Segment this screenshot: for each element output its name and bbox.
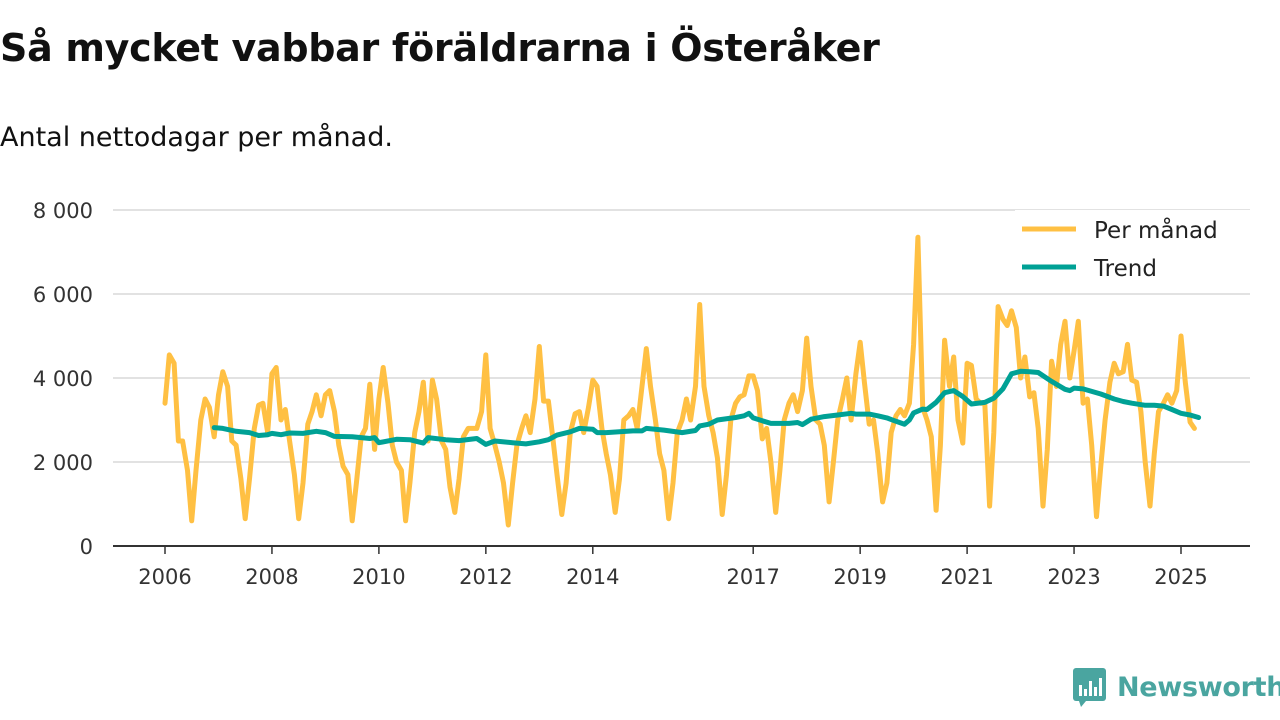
legend-label-per-manad: Per månad (1094, 216, 1218, 244)
y-tick-label-4000: 4 000 (33, 367, 93, 391)
brand: Newsworthy (1073, 667, 1280, 707)
x-axis (113, 545, 1250, 554)
x-tick-label-2025: 2025 (1154, 565, 1207, 589)
series-line-trend (211, 368, 1202, 447)
page-title: Så mycket vabbar föräldrarna i Österåker (0, 26, 880, 70)
y-tick-label-8000: 8 000 (33, 199, 93, 223)
x-tick-label-2014: 2014 (566, 565, 619, 589)
series-lines (162, 234, 1202, 528)
y-tick-label-6000: 6 000 (33, 283, 93, 307)
x-tick-label-2006: 2006 (138, 565, 191, 589)
legend-background (1015, 210, 1250, 292)
x-axis-tick-labels: 2006 2008 2010 2012 2014 2017 2019 2021 2023 2025 (138, 565, 1207, 589)
x-tick-label-2010: 2010 (352, 565, 405, 589)
x-tick-label-2017: 2017 (726, 565, 779, 589)
y-tick-label-2000: 2 000 (33, 451, 93, 475)
chart-bubble-icon (1073, 667, 1106, 707)
x-tick-label-2019: 2019 (833, 565, 886, 589)
page-subtitle: Antal nettodagar per månad. (0, 122, 393, 153)
legend-label-trend: Trend (1093, 256, 1157, 282)
y-tick-label-0: 0 (80, 535, 93, 559)
series-line-per-manad (162, 234, 1197, 528)
y-axis-tick-labels: 0 2 000 4 000 6 000 8 000 (33, 199, 93, 559)
x-tick-label-2023: 2023 (1047, 565, 1100, 589)
x-tick-label-2012: 2012 (459, 565, 512, 589)
brand-name: Newsworthy (1117, 671, 1280, 703)
x-tick-label-2021: 2021 (940, 565, 993, 589)
x-tick-label-2008: 2008 (245, 565, 298, 589)
legend: Per månad Trend (1015, 210, 1250, 292)
